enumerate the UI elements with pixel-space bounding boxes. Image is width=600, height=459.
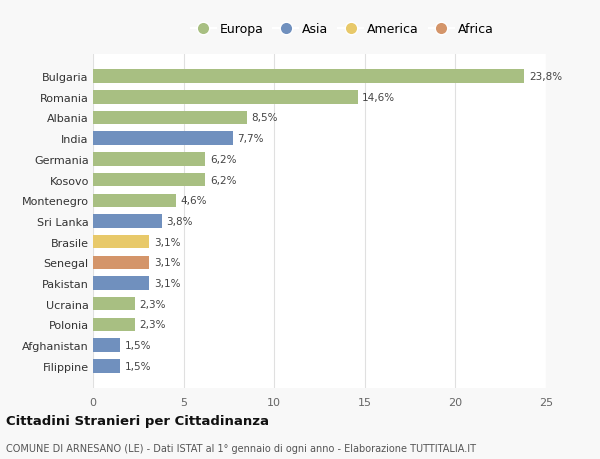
Text: 7,7%: 7,7%	[237, 134, 263, 144]
Bar	[93, 112, 247, 125]
Text: 3,8%: 3,8%	[166, 217, 193, 226]
Bar	[93, 132, 233, 146]
Text: COMUNE DI ARNESANO (LE) - Dati ISTAT al 1° gennaio di ogni anno - Elaborazione T: COMUNE DI ARNESANO (LE) - Dati ISTAT al …	[6, 443, 476, 453]
Bar	[93, 70, 524, 84]
Text: 3,1%: 3,1%	[154, 279, 180, 288]
Bar	[93, 339, 120, 352]
Bar	[93, 256, 149, 269]
Bar	[93, 91, 358, 104]
Text: 8,5%: 8,5%	[251, 113, 278, 123]
Text: 1,5%: 1,5%	[125, 341, 151, 350]
Text: 2,3%: 2,3%	[139, 299, 166, 309]
Bar	[93, 297, 134, 311]
Text: 23,8%: 23,8%	[529, 72, 562, 82]
Text: 1,5%: 1,5%	[125, 361, 151, 371]
Text: 3,1%: 3,1%	[154, 258, 180, 268]
Text: 14,6%: 14,6%	[362, 93, 395, 102]
Text: 3,1%: 3,1%	[154, 237, 180, 247]
Legend: Europa, Asia, America, Africa: Europa, Asia, America, Africa	[186, 18, 499, 41]
Text: 4,6%: 4,6%	[181, 196, 208, 206]
Bar	[93, 174, 205, 187]
Text: Cittadini Stranieri per Cittadinanza: Cittadini Stranieri per Cittadinanza	[6, 414, 269, 428]
Text: 6,2%: 6,2%	[210, 155, 236, 164]
Text: 2,3%: 2,3%	[139, 320, 166, 330]
Bar	[93, 215, 162, 228]
Text: 6,2%: 6,2%	[210, 175, 236, 185]
Bar	[93, 318, 134, 331]
Bar	[93, 235, 149, 249]
Bar	[93, 153, 205, 166]
Bar	[93, 359, 120, 373]
Bar	[93, 194, 176, 207]
Bar	[93, 277, 149, 290]
